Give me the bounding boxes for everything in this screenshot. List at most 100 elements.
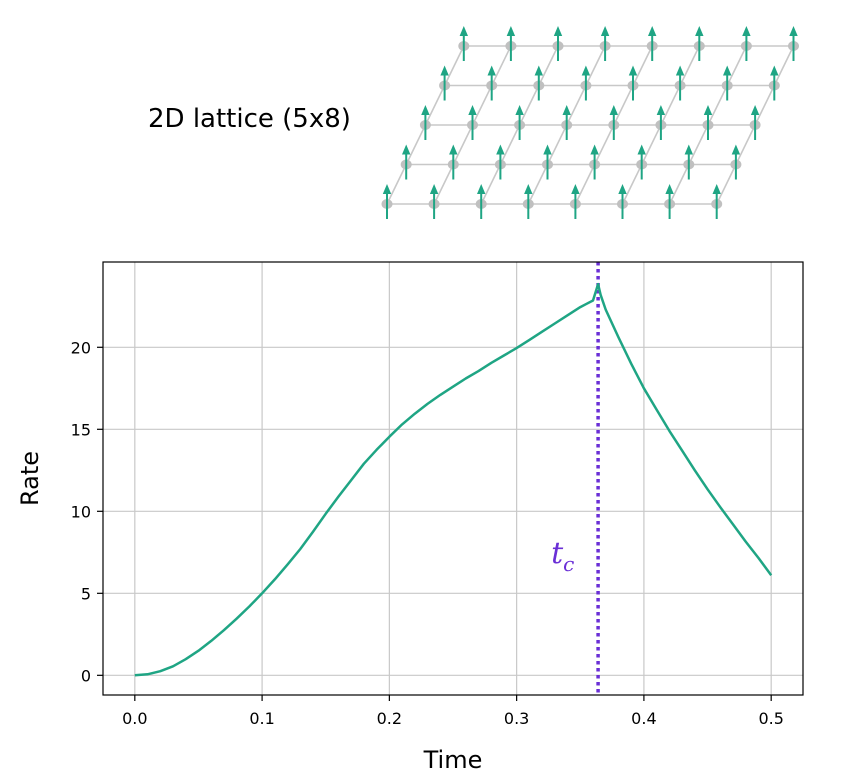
lattice-site: [458, 26, 470, 61]
lattice-site: [505, 26, 517, 61]
lattice-site: [711, 184, 723, 219]
spin-up-arrow-icon: [487, 65, 496, 76]
spin-up-arrow-icon: [382, 184, 392, 194]
critical-time-label: tc: [551, 536, 574, 576]
y-tick-label: 0: [81, 666, 91, 685]
lattice-site: [664, 184, 676, 219]
spin-up-arrow-icon: [637, 144, 646, 155]
spin-up-arrow-icon: [731, 144, 741, 155]
lattice-site: [467, 105, 478, 140]
x-tick-label: 0.4: [631, 709, 656, 728]
lattice-site: [514, 105, 526, 140]
spin-up-arrow-icon: [723, 65, 732, 76]
lattice-site: [730, 144, 742, 180]
series-line-rate: [134, 282, 773, 677]
critical-time-subscript: c: [563, 552, 574, 576]
lattice-site: [702, 105, 714, 140]
spin-up-arrow-icon: [459, 26, 468, 36]
lattice-site: [400, 144, 412, 180]
lattice-site: [428, 184, 440, 219]
lattice-site: [599, 26, 611, 61]
spin-up-arrow-icon: [628, 65, 638, 76]
y-tick-label: 10: [71, 502, 91, 521]
lattice-site: [721, 65, 733, 101]
y-axis-ticks: 0 5 10 15 20: [71, 338, 103, 685]
lattice-site: [542, 144, 553, 180]
spin-up-arrow-icon: [562, 105, 571, 115]
lattice-site: [740, 26, 752, 61]
spin-up-arrow-icon: [440, 65, 449, 76]
lattice-site: [788, 26, 799, 61]
spin-up-arrow-icon: [429, 184, 439, 194]
lattice-site: [580, 65, 592, 101]
lattice-site: [636, 144, 648, 180]
spin-up-arrow-icon: [477, 184, 486, 194]
lattice-site: [646, 26, 658, 61]
spin-up-arrow-icon: [581, 65, 591, 76]
spin-up-arrow-icon: [750, 105, 760, 115]
y-tick-label: 15: [71, 420, 91, 439]
spin-up-arrow-icon: [665, 184, 674, 194]
spin-up-arrow-icon: [684, 144, 693, 155]
lattice-site: [494, 144, 506, 180]
spin-up-arrow-icon: [712, 184, 721, 194]
x-axis-label: Time: [423, 746, 483, 774]
lattice-site: [655, 105, 667, 140]
lattice-site: [589, 144, 601, 180]
critical-time-symbol: t: [551, 536, 564, 571]
spin-up-arrow-icon: [695, 26, 704, 36]
lattice-site: [569, 184, 581, 219]
lattice-site: [617, 184, 628, 219]
spin-up-arrow-icon: [742, 26, 751, 36]
lattice-site: [552, 26, 564, 61]
lattice-site: [447, 144, 459, 180]
spin-up-arrow-icon: [421, 105, 430, 115]
lattice-site: [608, 105, 620, 140]
lattice-site: [683, 144, 695, 180]
y-tick-label: 20: [71, 338, 91, 357]
spin-up-arrow-icon: [553, 26, 563, 36]
spin-up-arrow-icon: [618, 184, 627, 194]
lattice-site: [749, 105, 761, 140]
lattice-site: [475, 184, 487, 219]
spin-up-arrow-icon: [449, 144, 458, 155]
spin-up-arrow-icon: [675, 65, 685, 76]
spin-up-arrow-icon: [506, 26, 516, 36]
x-tick-label: 0.2: [377, 709, 402, 728]
spin-up-arrow-icon: [656, 105, 666, 115]
spin-up-arrow-icon: [609, 105, 618, 115]
lattice-site: [533, 65, 545, 101]
spin-up-arrow-icon: [402, 144, 411, 155]
spin-up-arrow-icon: [515, 105, 524, 115]
spin-up-arrow-icon: [468, 105, 477, 115]
lattice-site: [522, 184, 534, 219]
spin-up-arrow-icon: [496, 144, 505, 155]
lattice-site: [381, 184, 393, 219]
spin-up-arrow-icon: [770, 65, 779, 76]
spin-up-arrow-icon: [789, 26, 798, 36]
lattice-inset: 2D lattice (5x8): [148, 26, 799, 219]
lattice-site: [486, 65, 498, 101]
spin-up-arrow-icon: [534, 65, 543, 76]
inset-title: 2D lattice (5x8): [148, 104, 351, 134]
x-tick-label: 0.1: [249, 709, 274, 728]
lattice-site: [768, 65, 780, 101]
axes-frame: [102, 261, 804, 696]
lattice-site: [674, 65, 686, 101]
spin-up-arrow-icon: [600, 26, 610, 36]
lattice-site: [627, 65, 639, 101]
spin-up-arrow-icon: [524, 184, 533, 194]
lattice-site: [693, 26, 705, 61]
x-tick-label: 0.3: [504, 709, 529, 728]
spin-up-arrow-icon: [590, 144, 599, 155]
spin-up-arrow-icon: [703, 105, 713, 115]
y-axis-label: Rate: [16, 451, 44, 506]
lattice-sites: [381, 26, 799, 219]
plot-area: 0.0 0.1 0.2 0.3 0.4 0.5 0 5 10 15 20 Time Rate tc: [16, 261, 804, 774]
spin-up-arrow-icon: [543, 144, 552, 155]
spin-up-arrow-icon: [571, 184, 580, 194]
x-tick-label: 0.5: [758, 709, 783, 728]
lattice-site: [561, 105, 573, 140]
x-tick-label: 0.0: [122, 709, 147, 728]
